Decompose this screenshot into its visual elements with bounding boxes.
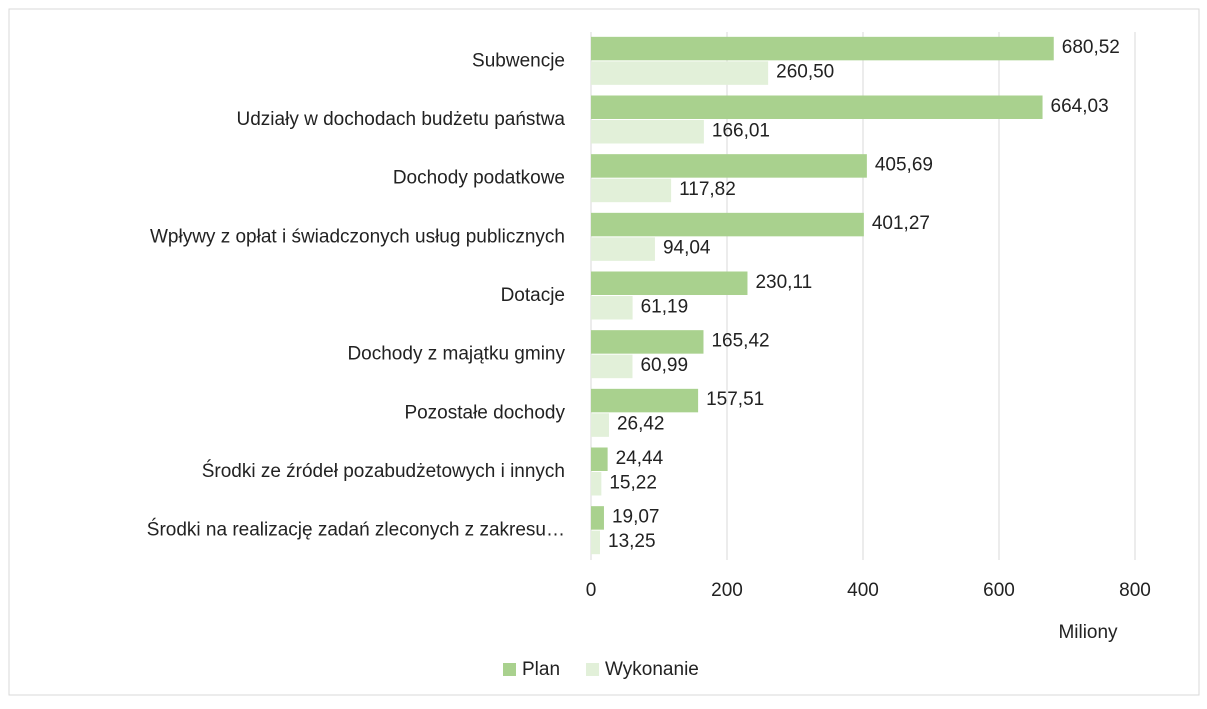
bar [591,296,633,320]
legend-swatch [503,663,516,676]
bar [591,61,769,85]
bar [591,388,699,413]
data-label: 664,03 [1051,96,1109,117]
legend-swatch [586,663,600,676]
data-label: 19,07 [612,506,660,527]
data-label: 13,25 [608,531,656,552]
x-tick-label: 400 [847,580,879,601]
y-tick-label: Udziały w dochodach budżetu państwa [237,109,566,130]
y-tick-label: Dochody podatkowe [393,168,565,189]
data-label: 157,51 [706,389,764,410]
x-tick-label: 600 [983,580,1015,601]
y-tick-label: Dotacje [501,285,565,306]
y-tick-label: Subwencje [472,50,565,71]
bar [591,36,1054,61]
y-tick-label: Dochody z majątku gminy [347,344,565,365]
x-tick-label: 200 [711,580,743,601]
bar [591,154,867,178]
y-tick-label: Wpływy z opłat i świadczonych usług publ… [150,226,565,247]
bar [591,530,601,555]
data-label: 61,19 [641,296,689,317]
bar [591,271,748,295]
data-label: 230,11 [755,272,812,293]
legend-label: Plan [522,659,560,680]
bar [591,212,864,237]
bar [591,472,602,496]
bar [591,447,608,471]
legend-label: Wykonanie [605,659,699,680]
data-label: 405,69 [875,154,933,175]
bar [591,354,633,379]
x-axis-label: Miliony [1058,622,1118,643]
data-label: 60,99 [640,355,688,376]
data-label: 401,27 [872,213,930,234]
y-tick-label: Środki ze źródeł pozabudżetowych i innyc… [202,460,565,482]
bar [591,506,604,530]
data-label: 165,42 [711,330,769,351]
data-label: 260,50 [776,62,834,83]
bar [591,237,655,261]
x-tick-label: 0 [586,580,597,601]
data-label: 117,82 [679,179,736,200]
y-tick-label: Środki na realizację zadań zleconych z z… [147,519,565,541]
x-tick-label: 800 [1119,580,1151,601]
data-label: 166,01 [712,120,770,141]
data-label: 94,04 [663,238,711,259]
data-label: 26,42 [617,414,665,435]
data-label: 680,52 [1062,37,1120,58]
data-label: 24,44 [616,448,664,469]
bar [591,330,704,354]
bar [591,178,672,203]
bar [591,120,704,144]
data-label: 15,22 [609,472,657,493]
bar [591,413,609,437]
bar [591,95,1043,119]
y-tick-label: Pozostałe dochody [404,402,565,423]
